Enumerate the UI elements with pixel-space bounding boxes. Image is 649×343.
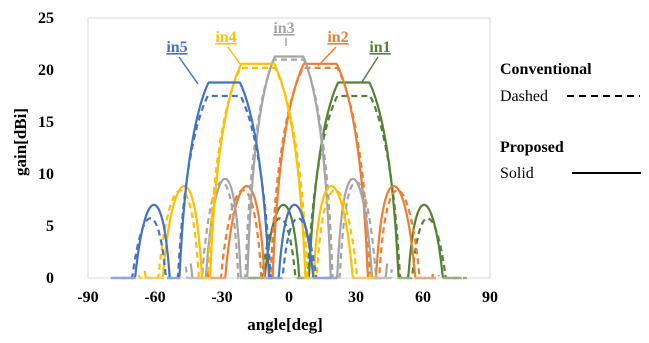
- series-leader-in5: [178, 56, 199, 85]
- x-tick-label: -60: [144, 289, 165, 306]
- legend: Conventional Dashed Proposed Solid: [500, 61, 641, 182]
- series-labels: in1 in2 in3 in4 in5: [166, 20, 391, 85]
- series-in4: [138, 62, 378, 280]
- series-leader-in1: [361, 56, 379, 83]
- x-tick-label: 60: [415, 289, 431, 306]
- conventional-curve-in1: [240, 94, 467, 280]
- x-tick-label: 30: [348, 289, 364, 306]
- legend-conventional-title: Conventional: [500, 61, 592, 78]
- y-axis-title: gain[dBi]: [11, 108, 30, 176]
- x-tick-label: -90: [77, 289, 98, 306]
- axes: -90 -60 -30 0 30 60 90 0 5 10 15 20 25: [38, 10, 498, 306]
- legend-conventional-style: Dashed: [500, 88, 548, 105]
- x-tick-label: -30: [211, 289, 232, 306]
- series-in3: [184, 55, 393, 280]
- y-tick-label: 5: [46, 218, 54, 235]
- proposed-curve-in3: [189, 55, 389, 280]
- legend-proposed-title: Proposed: [500, 139, 564, 156]
- series-in1: [240, 81, 467, 280]
- x-tick-label: 90: [482, 289, 498, 306]
- plot-area: [110, 55, 467, 280]
- series-label-in3: in3: [273, 20, 294, 37]
- conventional-curve-in5: [110, 94, 338, 280]
- y-tick-label: 10: [38, 166, 54, 183]
- x-axis-title: angle[deg]: [247, 315, 323, 334]
- series-label-in5: in5: [166, 39, 187, 56]
- proposed-curve-in4: [143, 62, 372, 280]
- series-leader-in4: [227, 46, 241, 65]
- plot-frame: [87, 17, 491, 279]
- y-tick-label: 25: [38, 10, 54, 27]
- series-label-in4: in4: [215, 29, 236, 46]
- y-tick-label: 0: [46, 270, 54, 287]
- y-tick-label: 15: [38, 114, 54, 131]
- x-tick-label: 0: [285, 289, 293, 306]
- series-label-in1: in1: [369, 39, 390, 56]
- series-leader-in2: [317, 46, 337, 67]
- proposed-curve-in5: [116, 81, 333, 280]
- legend-proposed-style: Solid: [500, 165, 534, 182]
- series-in5: [110, 81, 338, 280]
- proposed-curve-in1: [245, 81, 462, 280]
- series-label-in2: in2: [327, 29, 348, 46]
- y-tick-label: 20: [38, 62, 54, 79]
